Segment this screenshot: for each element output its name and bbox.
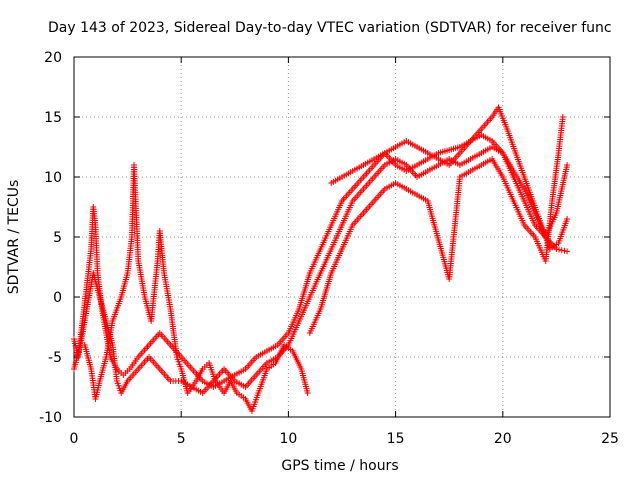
chart-title: Day 143 of 2023, Sidereal Day-to-day VTE… xyxy=(48,20,612,36)
x-axis-label: GPS time / hours xyxy=(281,458,398,474)
x-tick-label: 25 xyxy=(601,431,619,447)
y-tick-label: 15 xyxy=(44,110,62,126)
data-points xyxy=(71,104,571,414)
data-point xyxy=(304,390,311,396)
data-point xyxy=(559,114,566,120)
y-tick-label: 20 xyxy=(44,50,62,66)
x-tick-label: 15 xyxy=(387,431,405,447)
data-point xyxy=(553,246,560,252)
grid xyxy=(74,57,610,417)
y-tick-label: 5 xyxy=(53,230,62,246)
y-tick-label: -10 xyxy=(39,410,62,426)
y-axis-label: SDTVAR / TECUs xyxy=(6,180,22,295)
series-arc-4 xyxy=(306,114,566,336)
x-tick-label: 5 xyxy=(177,431,186,447)
data-point xyxy=(558,247,565,254)
y-tick-label: -5 xyxy=(48,350,62,366)
x-tick-label: 20 xyxy=(494,431,512,447)
series-arc-5 xyxy=(328,132,571,240)
data-point xyxy=(556,246,563,253)
data-point xyxy=(564,248,571,255)
y-tick-label: 0 xyxy=(53,290,62,306)
data-point xyxy=(564,162,571,168)
x-tick-label: 0 xyxy=(70,431,79,447)
axis-ticks: 0 5 10 15 20 25 -10 -5 0 5 10 15 20 xyxy=(39,50,619,447)
y-tick-label: 10 xyxy=(44,170,62,186)
x-tick-label: 10 xyxy=(279,431,297,447)
data-point xyxy=(561,247,568,254)
series-arc-2 xyxy=(71,144,571,396)
series-arc-3 xyxy=(81,162,311,414)
data-point xyxy=(564,216,571,222)
